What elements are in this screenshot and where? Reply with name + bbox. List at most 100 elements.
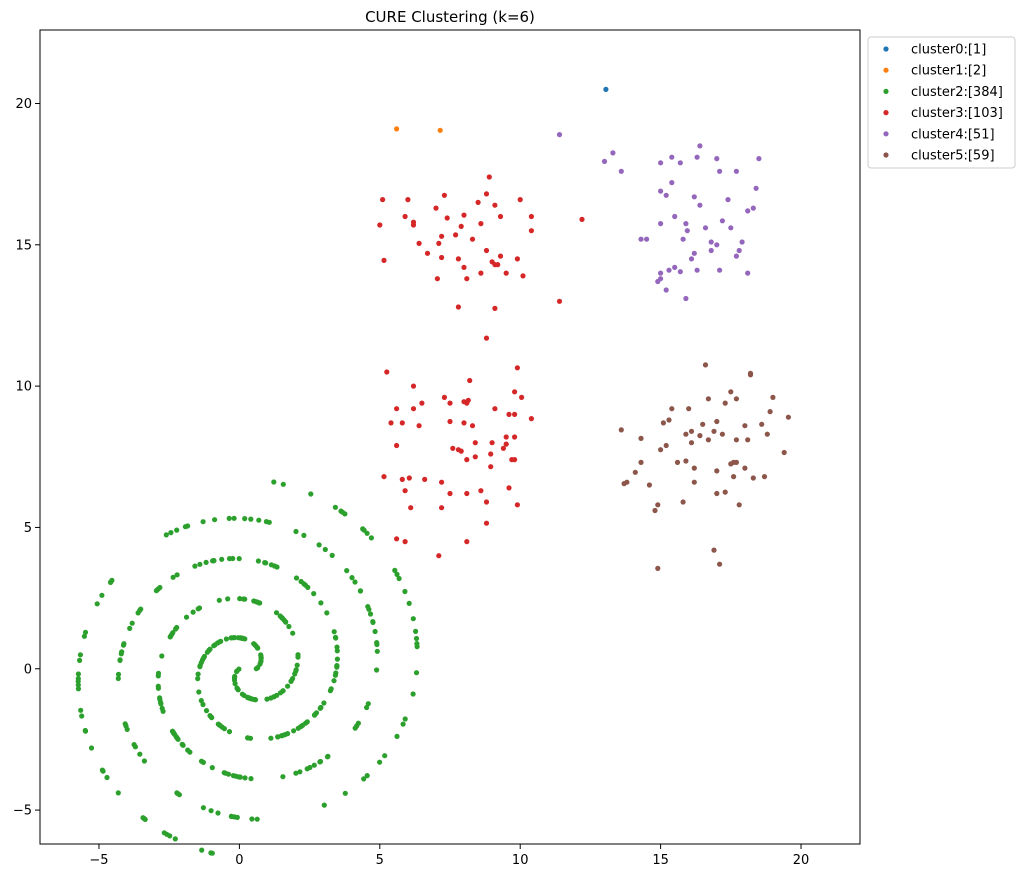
data-point bbox=[129, 620, 135, 626]
data-point bbox=[236, 556, 242, 562]
data-point bbox=[711, 428, 717, 434]
data-point bbox=[318, 705, 324, 711]
data-point bbox=[714, 418, 720, 425]
data-point bbox=[311, 762, 317, 768]
data-point bbox=[199, 847, 205, 853]
data-point bbox=[316, 542, 322, 548]
data-point bbox=[187, 749, 193, 755]
data-point bbox=[122, 721, 128, 727]
data-point bbox=[198, 758, 205, 764]
data-point bbox=[381, 257, 387, 263]
data-point bbox=[410, 616, 416, 622]
data-point bbox=[275, 734, 281, 740]
legend-marker bbox=[883, 131, 889, 137]
data-point bbox=[700, 421, 706, 427]
data-point bbox=[218, 638, 224, 644]
data-point bbox=[230, 773, 236, 779]
data-point bbox=[195, 676, 201, 682]
data-point bbox=[216, 597, 222, 603]
data-point bbox=[489, 440, 495, 446]
data-point bbox=[254, 665, 261, 671]
data-point bbox=[483, 335, 490, 341]
data-point bbox=[660, 420, 667, 426]
data-point bbox=[644, 236, 650, 242]
data-point bbox=[321, 802, 327, 808]
x-tick-label: 15 bbox=[652, 853, 669, 868]
data-point bbox=[399, 476, 405, 482]
data-point bbox=[331, 678, 337, 684]
data-point bbox=[436, 553, 442, 559]
data-point bbox=[464, 457, 470, 463]
data-point bbox=[436, 240, 442, 246]
data-point bbox=[419, 400, 425, 406]
data-point bbox=[255, 558, 261, 564]
data-point bbox=[88, 745, 95, 751]
data-point bbox=[638, 236, 644, 242]
data-point bbox=[253, 643, 259, 649]
data-point bbox=[669, 154, 675, 160]
data-point bbox=[361, 776, 367, 782]
data-point bbox=[286, 623, 292, 630]
data-point bbox=[702, 362, 709, 368]
data-point bbox=[364, 704, 370, 711]
legend-entry: cluster3:[103] bbox=[911, 106, 1003, 121]
data-point bbox=[711, 547, 717, 553]
legend-entry: cluster0:[1] bbox=[911, 43, 986, 58]
data-point bbox=[234, 668, 240, 675]
data-point bbox=[245, 735, 251, 741]
data-point bbox=[207, 713, 213, 719]
data-point bbox=[714, 242, 720, 248]
data-point bbox=[464, 539, 470, 545]
data-point bbox=[394, 442, 400, 449]
data-point bbox=[242, 516, 248, 522]
data-point bbox=[677, 160, 683, 166]
data-point bbox=[461, 420, 467, 426]
data-point bbox=[416, 240, 422, 246]
data-point bbox=[458, 223, 464, 229]
data-point bbox=[244, 694, 251, 701]
data-point bbox=[469, 236, 476, 242]
data-point bbox=[509, 457, 515, 463]
data-point bbox=[601, 158, 608, 164]
data-point bbox=[285, 683, 291, 689]
data-point bbox=[655, 565, 661, 572]
data-point bbox=[717, 267, 723, 273]
data-point bbox=[408, 505, 414, 511]
data-point bbox=[483, 520, 490, 526]
data-point bbox=[691, 194, 697, 200]
data-point bbox=[367, 611, 374, 617]
data-point bbox=[680, 499, 686, 505]
data-point bbox=[767, 409, 773, 415]
data-point bbox=[517, 197, 523, 203]
data-point bbox=[528, 228, 535, 234]
data-point bbox=[638, 459, 644, 465]
data-point bbox=[171, 730, 177, 737]
data-point bbox=[424, 250, 431, 256]
data-point bbox=[697, 433, 703, 439]
data-point bbox=[733, 437, 740, 443]
data-point bbox=[422, 476, 428, 482]
data-point bbox=[579, 216, 585, 222]
data-point bbox=[382, 753, 388, 759]
data-point bbox=[324, 610, 330, 616]
data-point bbox=[413, 628, 419, 635]
data-point bbox=[458, 448, 464, 454]
data-point bbox=[230, 635, 236, 641]
data-point bbox=[200, 805, 206, 811]
data-point bbox=[666, 267, 672, 273]
data-point bbox=[322, 546, 328, 553]
data-point bbox=[349, 575, 355, 581]
data-point bbox=[370, 619, 376, 626]
data-point bbox=[190, 609, 196, 615]
data-point bbox=[465, 397, 471, 403]
data-point bbox=[268, 735, 274, 741]
data-point bbox=[688, 440, 695, 446]
data-point bbox=[478, 270, 484, 276]
data-point bbox=[663, 442, 669, 449]
data-point bbox=[396, 575, 402, 582]
data-point bbox=[610, 150, 616, 156]
data-point bbox=[486, 174, 492, 180]
x-tick-label: 10 bbox=[512, 853, 529, 868]
data-point bbox=[652, 507, 658, 514]
